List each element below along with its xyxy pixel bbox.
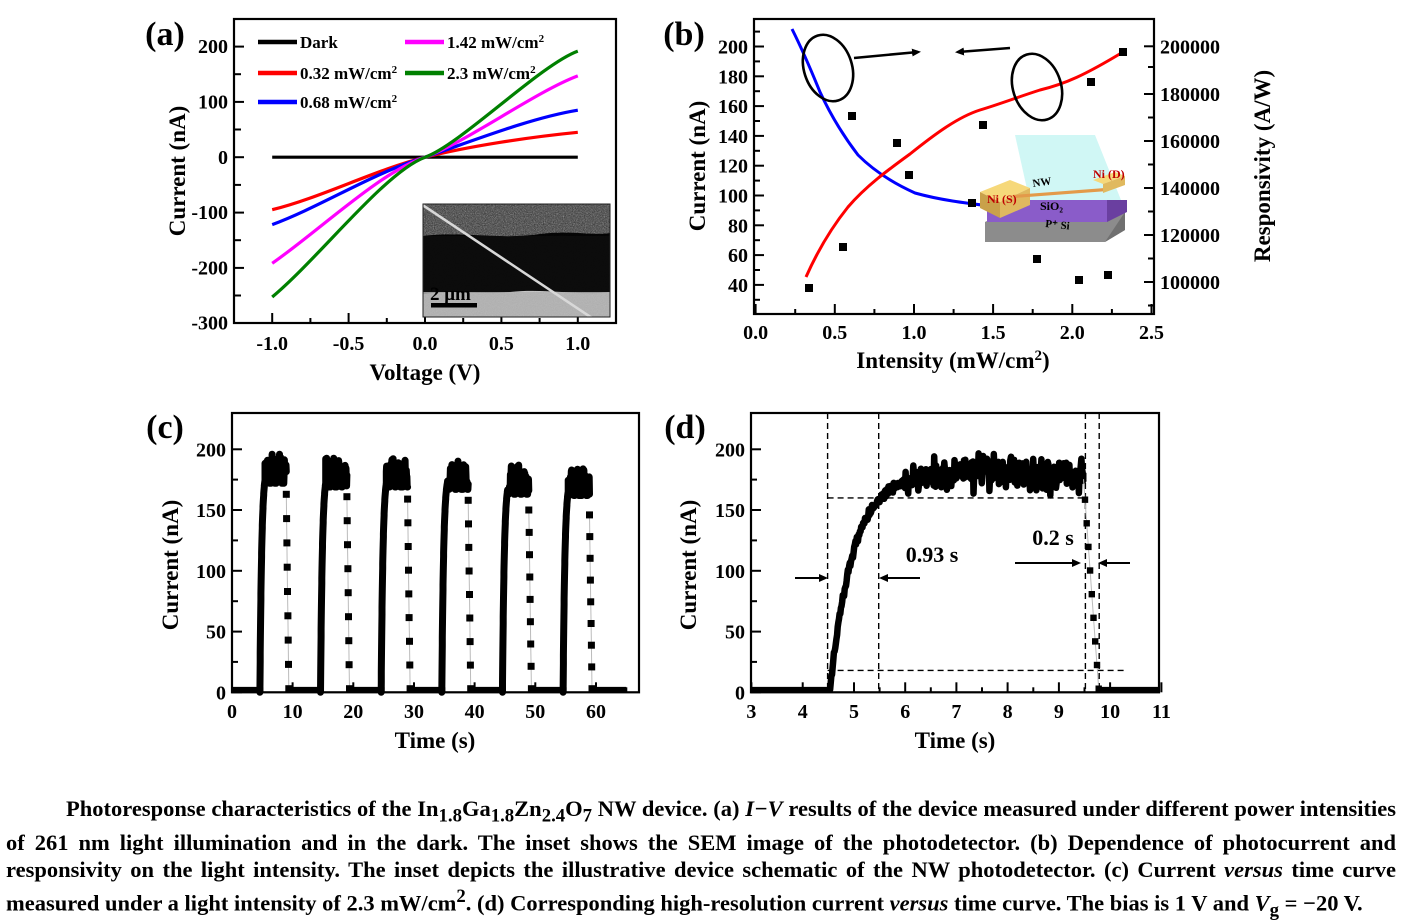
svg-text:50: 50	[725, 622, 745, 644]
svg-text:0.2 s: 0.2 s	[1032, 525, 1074, 550]
svg-text:0: 0	[735, 682, 745, 704]
svg-text:11: 11	[1152, 701, 1171, 723]
svg-text:9: 9	[1054, 701, 1064, 723]
svg-text:200: 200	[715, 440, 745, 462]
svg-text:5: 5	[849, 701, 859, 723]
svg-text:10: 10	[1100, 701, 1120, 723]
svg-text:8: 8	[1003, 701, 1013, 723]
svg-text:Time (s): Time (s)	[915, 728, 996, 753]
svg-text:7: 7	[951, 701, 961, 723]
svg-text:6: 6	[900, 701, 910, 723]
svg-text:3: 3	[746, 701, 756, 723]
svg-text:150: 150	[715, 500, 745, 522]
svg-text:100: 100	[715, 561, 745, 583]
svg-text:Current (nA): Current (nA)	[676, 500, 701, 631]
svg-text:0.93 s: 0.93 s	[906, 542, 959, 567]
svg-text:(d): (d)	[664, 409, 706, 446]
svg-text:4: 4	[798, 701, 808, 723]
